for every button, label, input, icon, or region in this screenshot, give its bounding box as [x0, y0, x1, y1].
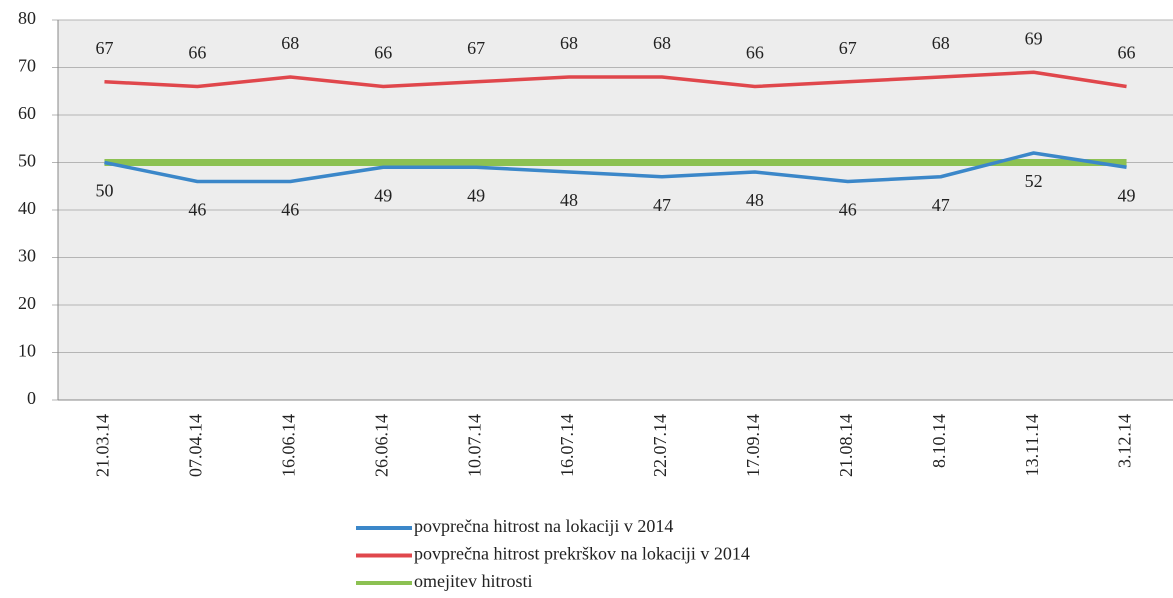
- x-tick-label: 10.07.14: [464, 414, 484, 477]
- data-label: 48: [746, 190, 764, 210]
- x-tick-label: 21.08.14: [836, 414, 856, 477]
- y-tick-label: 80: [18, 8, 36, 28]
- legend-label: povprečna hitrost prekrškov na lokaciji …: [414, 544, 750, 564]
- y-tick-label: 0: [27, 388, 36, 408]
- data-label: 69: [1025, 28, 1043, 48]
- data-label: 68: [932, 33, 950, 53]
- data-label: 68: [560, 33, 578, 53]
- legend-label: omejitev hitrosti: [414, 571, 533, 591]
- x-tick-label: 22.07.14: [650, 414, 670, 477]
- data-label: 66: [1118, 43, 1136, 63]
- data-label: 67: [95, 38, 113, 58]
- data-label: 67: [467, 38, 485, 58]
- legend-label: povprečna hitrost na lokaciji v 2014: [414, 516, 673, 536]
- data-label: 67: [839, 38, 857, 58]
- x-tick-label: 16.07.14: [557, 414, 577, 477]
- x-tick-label: 13.11.14: [1022, 414, 1042, 476]
- data-label: 47: [932, 195, 950, 215]
- x-tick-label: 26.06.14: [371, 414, 391, 477]
- series-line: [104, 70, 1127, 89]
- data-label: 46: [839, 200, 857, 220]
- data-label: 48: [560, 190, 578, 210]
- y-tick-label: 30: [18, 246, 36, 266]
- data-label: 49: [1118, 185, 1136, 205]
- data-label: 46: [188, 200, 206, 220]
- series-line: [104, 151, 1127, 184]
- data-label: 49: [467, 185, 485, 205]
- x-tick-label: 17.09.14: [743, 414, 763, 477]
- data-label: 47: [653, 195, 671, 215]
- data-label: 52: [1025, 171, 1043, 191]
- data-label: 66: [374, 43, 392, 63]
- x-tick-label: 3.12.14: [1115, 414, 1135, 468]
- y-tick-label: 70: [18, 56, 36, 76]
- data-label: 49: [374, 185, 392, 205]
- x-tick-label: 07.04.14: [186, 414, 206, 477]
- y-tick-label: 20: [18, 293, 36, 313]
- y-tick-label: 10: [18, 341, 36, 361]
- data-label: 68: [281, 33, 299, 53]
- x-tick-label: 16.06.14: [278, 414, 298, 477]
- y-tick-label: 40: [18, 198, 36, 218]
- data-label: 66: [746, 43, 764, 63]
- data-label: 46: [281, 200, 299, 220]
- x-tick-label: 21.03.14: [93, 414, 113, 477]
- y-tick-label: 60: [18, 103, 36, 123]
- data-label: 50: [95, 181, 113, 201]
- x-tick-label: 8.10.14: [929, 414, 949, 468]
- data-label: 68: [653, 33, 671, 53]
- y-tick-label: 50: [18, 151, 36, 171]
- data-label: 66: [188, 43, 206, 63]
